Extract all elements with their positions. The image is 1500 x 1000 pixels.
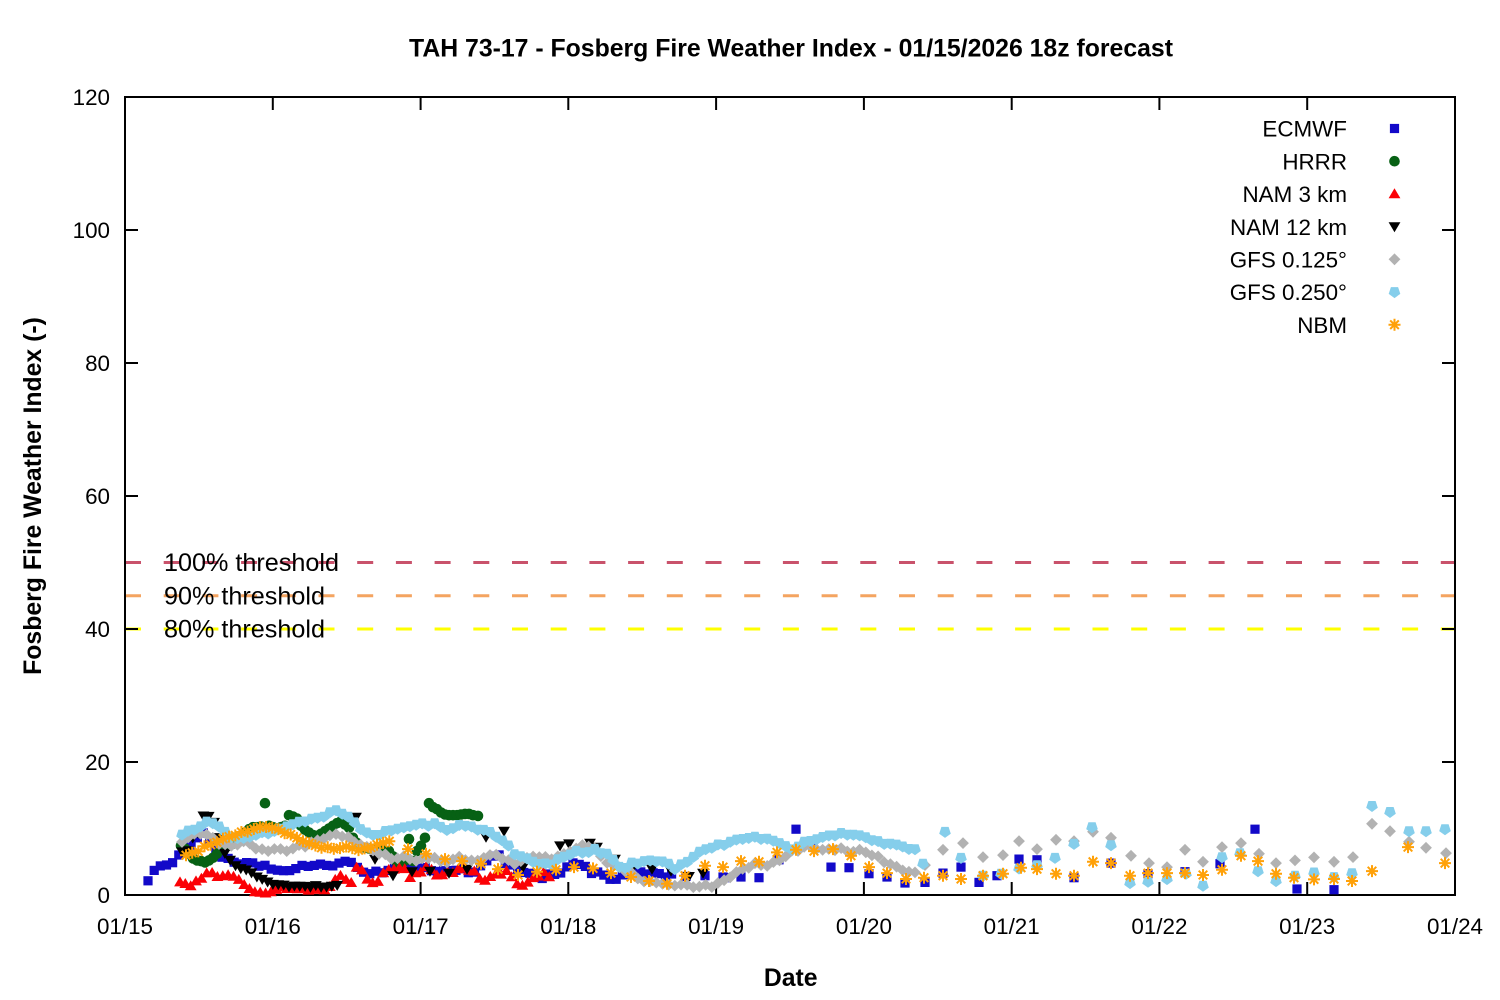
svg-text:01/17: 01/17 [393,914,449,939]
svg-text:100% threshold: 100% threshold [164,549,339,577]
svg-text:80: 80 [85,351,110,376]
svg-text:ECMWF: ECMWF [1262,117,1347,142]
svg-text:01/23: 01/23 [1279,914,1335,939]
svg-text:Date: Date [764,965,818,992]
svg-text:90% threshold: 90% threshold [164,582,325,610]
svg-text:20: 20 [85,750,110,775]
svg-text:120: 120 [73,85,110,110]
svg-text:01/18: 01/18 [540,914,596,939]
svg-text:01/20: 01/20 [836,914,892,939]
svg-text:40: 40 [85,617,110,642]
svg-text:0: 0 [98,883,110,908]
svg-text:HRRR: HRRR [1282,149,1347,174]
svg-text:NBM: NBM [1297,313,1347,338]
svg-text:60: 60 [85,484,110,509]
svg-text:01/16: 01/16 [245,914,301,939]
svg-text:GFS 0.250°: GFS 0.250° [1230,280,1347,305]
svg-text:NAM 12 km: NAM 12 km [1230,215,1347,240]
svg-text:01/24: 01/24 [1427,914,1483,939]
svg-text:Fosberg Fire Weather Index (-): Fosberg Fire Weather Index (-) [20,317,47,675]
svg-text:100: 100 [73,218,110,243]
svg-text:01/22: 01/22 [1131,914,1187,939]
svg-text:TAH 73-17 - Fosberg Fire Weath: TAH 73-17 - Fosberg Fire Weather Index -… [409,35,1173,62]
svg-text:01/19: 01/19 [688,914,744,939]
svg-text:GFS 0.125°: GFS 0.125° [1230,248,1347,273]
svg-text:01/21: 01/21 [984,914,1040,939]
svg-text:80% threshold: 80% threshold [164,616,325,644]
svg-text:NAM 3 km: NAM 3 km [1243,182,1348,207]
svg-text:01/15: 01/15 [97,914,153,939]
